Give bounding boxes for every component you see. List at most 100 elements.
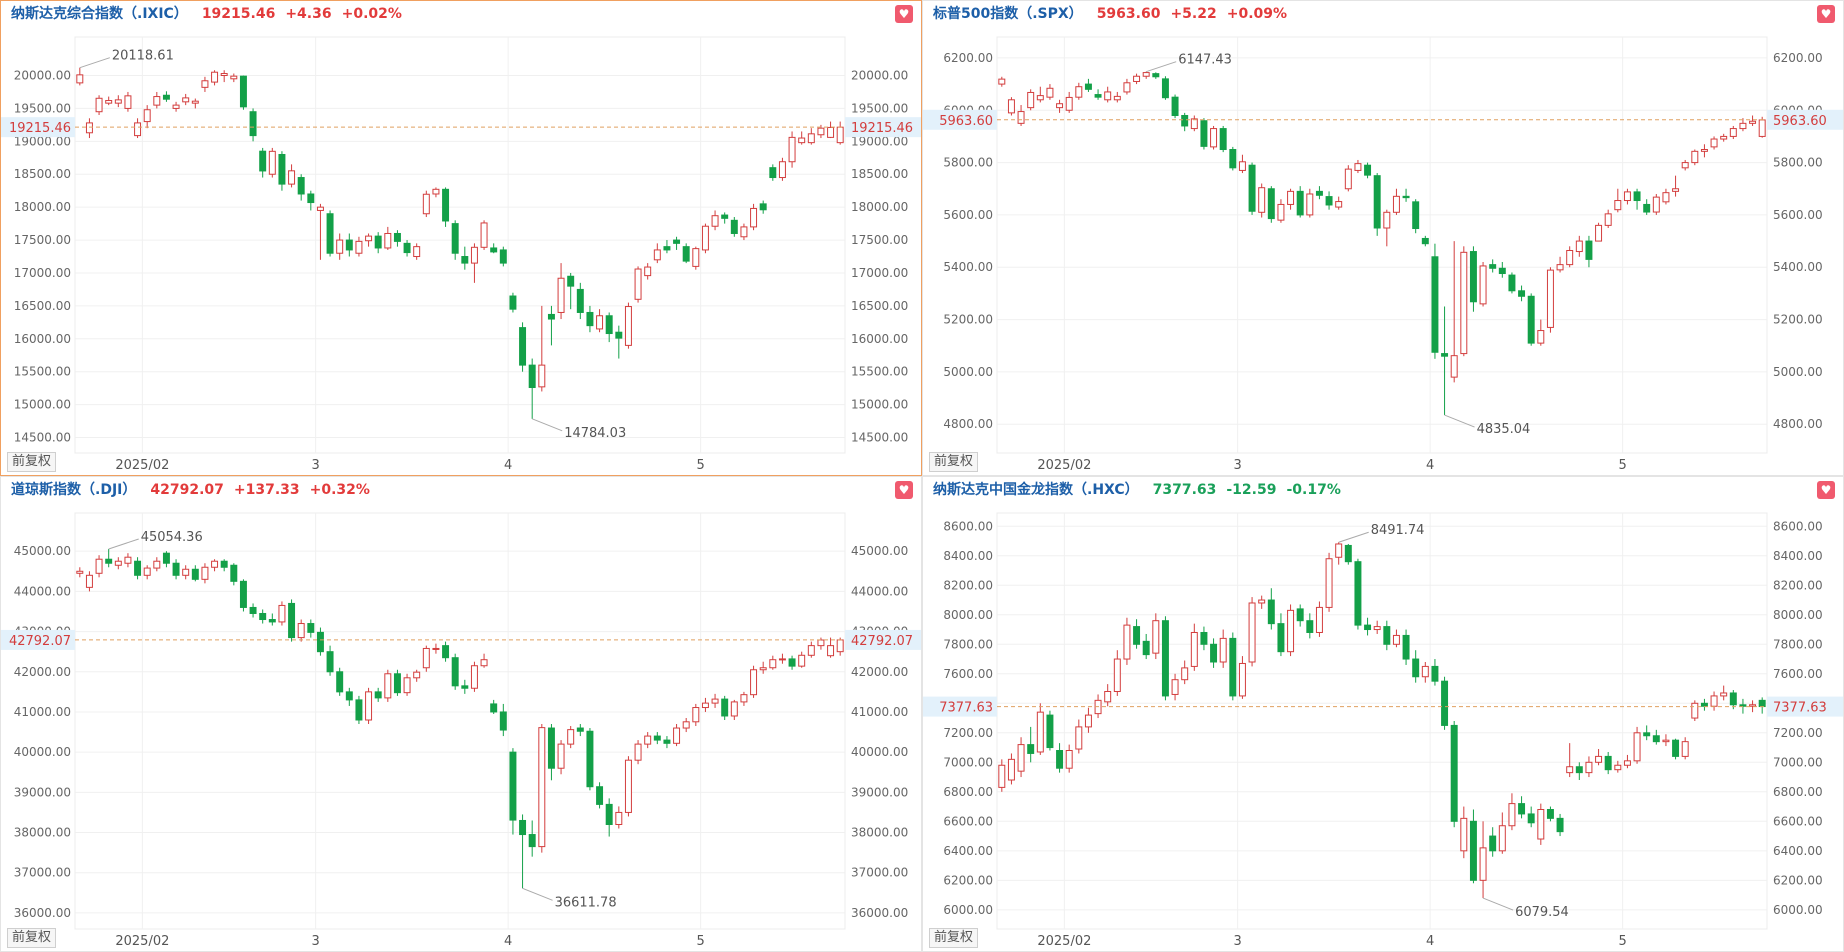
candle-body	[1498, 825, 1506, 852]
heart-icon[interactable]: ♥	[895, 5, 913, 23]
y-tick-label-left: 19000.00	[14, 134, 71, 148]
candle	[1210, 125, 1218, 150]
candle	[1056, 99, 1064, 113]
candle-body	[1700, 149, 1708, 152]
panel-header: 纳斯达克综合指数（.IXIC） 19215.46 +4.36 +0.02%	[1, 1, 921, 27]
candle-body	[682, 721, 690, 729]
candle	[1287, 604, 1295, 657]
candle-body	[1421, 665, 1429, 678]
chart-panel-spx[interactable]: 标普500指数（.SPX） 5963.60 +5.22 +0.09% ♥ 6200.0…	[922, 0, 1844, 476]
candle	[384, 226, 392, 250]
candle-body	[1056, 103, 1064, 109]
candle-body	[750, 669, 758, 696]
candle	[788, 131, 796, 168]
index-change: +137.33	[233, 482, 300, 498]
y-tick-label-right: 5400.00	[1773, 260, 1823, 274]
y-tick-label-right: 39000.00	[851, 785, 908, 799]
candle-body	[297, 623, 305, 639]
candle-body	[211, 560, 219, 568]
heart-icon[interactable]: ♥	[1817, 481, 1835, 499]
y-tick-label-right: 36000.00	[851, 906, 908, 920]
y-tick-label-left: 14500.00	[14, 431, 71, 445]
candle-body	[586, 311, 594, 327]
adjust-mode-button[interactable]: 前复权	[929, 928, 979, 948]
adjust-mode-button[interactable]: 前复权	[929, 452, 979, 472]
heart-icon[interactable]: ♥	[895, 481, 913, 499]
y-tick-label-left: 5800.00	[943, 156, 993, 170]
candle	[451, 653, 459, 690]
candle-body	[567, 729, 575, 745]
candle-body	[634, 268, 642, 300]
candle-body	[470, 665, 478, 689]
candle	[1306, 613, 1314, 639]
candle	[1171, 673, 1179, 701]
candle-body	[1652, 196, 1660, 213]
candle-body	[1739, 122, 1747, 130]
candle-body	[509, 751, 517, 821]
candle-body	[288, 170, 296, 185]
candle-body	[1200, 631, 1208, 645]
candle	[1084, 707, 1092, 733]
candle-body	[1460, 817, 1468, 852]
candle-body	[1335, 543, 1343, 558]
y-tick-label-left: 39000.00	[14, 785, 71, 799]
adjust-mode-button[interactable]: 前复权	[7, 452, 57, 472]
candle-body	[1190, 118, 1198, 130]
index-name[interactable]: 标普500指数（.SPX）	[933, 6, 1083, 22]
candle	[673, 724, 681, 747]
heart-icon[interactable]: ♥	[1817, 5, 1835, 23]
candle	[1575, 762, 1583, 781]
candle-body	[1007, 99, 1015, 114]
candle	[1412, 650, 1420, 683]
candle	[220, 70, 228, 83]
candle	[1142, 633, 1150, 660]
candle-body	[1142, 640, 1150, 656]
x-tick-label: 5	[696, 934, 704, 949]
candle	[711, 693, 719, 708]
y-tick-label-right: 17000.00	[851, 266, 908, 280]
chart-panel-ixic[interactable]: 纳斯达克综合指数（.IXIC） 19215.46 +4.36 +0.02% ♥ 200…	[0, 0, 922, 476]
candle-body	[1758, 699, 1766, 708]
chart-panel-dji[interactable]: 道琼斯指数（.DJI） 42792.07 +137.33 +0.32% ♥ 45000…	[0, 476, 922, 952]
candle	[1210, 638, 1218, 668]
candle	[76, 67, 84, 86]
candle	[807, 128, 815, 145]
candle-body	[268, 150, 276, 175]
candle-body	[134, 122, 142, 137]
index-name[interactable]: 纳斯达克中国金龙指数（.HXC）	[933, 482, 1139, 498]
candle	[1518, 285, 1526, 302]
plot-frame	[74, 36, 846, 454]
candle	[393, 669, 401, 696]
candle	[1123, 78, 1131, 95]
index-name[interactable]: 纳斯达克综合指数（.IXIC）	[11, 6, 188, 22]
candle-body	[182, 97, 190, 103]
candle-body	[519, 819, 527, 836]
candle-body	[1431, 256, 1439, 353]
candle	[1219, 629, 1227, 668]
candle-body	[576, 727, 584, 732]
index-name[interactable]: 道琼斯指数（.DJI）	[11, 482, 137, 498]
chart-panel-hxc[interactable]: 纳斯达克中国金龙指数（.HXC） 7377.63 -12.59 -0.17% ♥ 86…	[922, 476, 1844, 952]
adjust-mode-button[interactable]: 前复权	[7, 928, 57, 948]
candle	[1258, 183, 1266, 218]
candle-body	[1325, 196, 1333, 206]
candle	[162, 91, 170, 102]
candle	[827, 121, 835, 139]
x-tick-label: 4	[504, 458, 512, 473]
candle	[1171, 94, 1179, 119]
candle	[1084, 78, 1092, 92]
candle-body	[1277, 623, 1285, 653]
candle	[1017, 737, 1025, 778]
candle-body	[1383, 211, 1391, 229]
candle	[1546, 267, 1554, 333]
candle	[701, 697, 709, 712]
y-tick-label-right: 5000.00	[1773, 365, 1823, 379]
candle-body	[1364, 624, 1372, 631]
candle-body	[239, 580, 247, 608]
candle	[1277, 199, 1285, 223]
candle-body	[1113, 95, 1121, 101]
candle	[1161, 616, 1169, 701]
y-tick-label-right: 20000.00	[851, 69, 908, 83]
low-label: 14784.03	[564, 426, 626, 441]
candle	[134, 557, 142, 580]
